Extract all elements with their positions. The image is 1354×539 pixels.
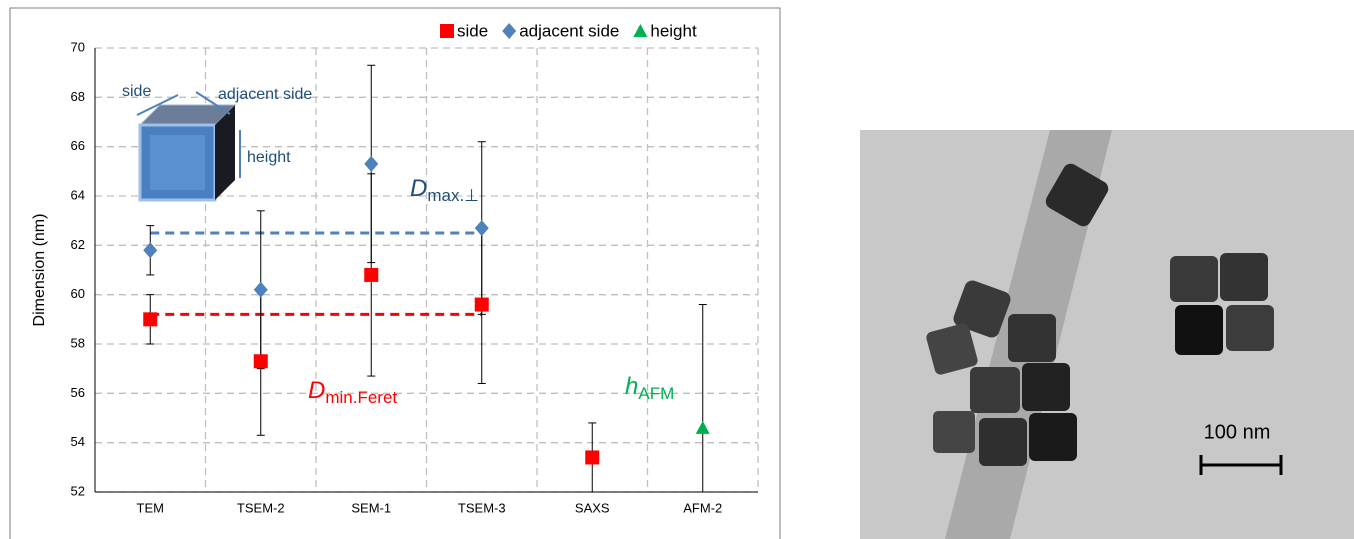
annotation: hAFM [625, 373, 674, 403]
x-tick-label: SAXS [575, 500, 610, 515]
chart-frame [9, 7, 781, 539]
marker-diamond [253, 281, 268, 298]
annotation-subscript: AFM [638, 384, 674, 403]
cube-inset: side adjacent side height [122, 83, 312, 202]
annotation: Dmax.⊥ [410, 175, 479, 205]
y-tick-label: 60 [71, 286, 85, 301]
marker-diamond [364, 155, 379, 172]
annotation-subscript: max.⊥ [427, 186, 479, 205]
annotation: Dmin.Feret [308, 377, 397, 407]
inset-label: adjacent side [218, 86, 312, 103]
marker-square [585, 450, 600, 465]
y-tick-label: 64 [71, 187, 85, 202]
marker-square [474, 297, 489, 312]
marker-diamond [143, 242, 158, 259]
marker-diamond [502, 23, 517, 39]
marker-triangle [633, 24, 648, 37]
y-axis-label: Dimension (nm) [31, 214, 48, 327]
x-tick-label: TSEM-3 [458, 500, 506, 515]
x-tick-label: TEM [137, 500, 164, 515]
legend-label: side [457, 21, 488, 40]
annotation-main: D [308, 377, 325, 404]
marker-square [440, 24, 454, 38]
annotation-main: h [625, 373, 638, 400]
annotation-main: D [410, 175, 427, 202]
y-tick-label: 56 [71, 385, 85, 400]
plot [94, 23, 759, 493]
scale-label: 100 nm [1204, 421, 1271, 443]
y-tick-label: 70 [71, 39, 85, 54]
marker-diamond [474, 220, 489, 237]
x-tick-label: AFM-2 [683, 500, 722, 515]
y-tick-label: 52 [71, 483, 85, 498]
marker-square [364, 267, 379, 282]
y-tick-label: 68 [71, 89, 85, 104]
annotation-subscript: min.Feret [325, 388, 397, 407]
inset-label: height [247, 149, 291, 166]
legend-label: adjacent side [519, 21, 619, 40]
inset-label: side [122, 83, 151, 100]
x-tick-label: TSEM-2 [237, 500, 285, 515]
y-tick-label: 62 [71, 237, 85, 252]
x-tick-label: SEM-1 [351, 500, 391, 515]
y-tick-label: 66 [71, 138, 85, 153]
y-tick-label: 54 [71, 434, 85, 449]
micrograph: 100 nm [860, 130, 1354, 539]
marker-square [143, 312, 158, 327]
legend-label: height [650, 21, 697, 40]
marker-square [253, 354, 268, 369]
y-tick-label: 58 [71, 335, 85, 350]
marker-triangle [695, 420, 710, 434]
